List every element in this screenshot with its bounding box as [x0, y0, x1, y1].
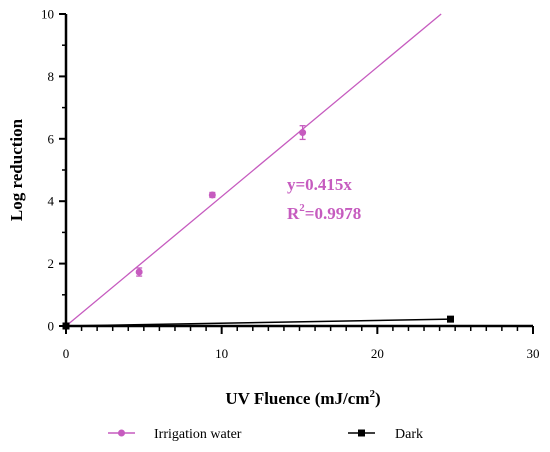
axes: 0 2 4 6 8 10 0 10 20 30 [41, 7, 540, 362]
fit-line [65, 13, 442, 327]
y-tick-label: 8 [48, 69, 55, 84]
data-point [446, 315, 454, 323]
x-tick-label: 30 [527, 346, 540, 361]
series-irrigation-water [62, 13, 442, 330]
x-axis-title: UV Fluence (mJ/cm2) [225, 388, 380, 408]
legend-item-irrigation-water: Irrigation water [108, 427, 242, 442]
data-point [299, 129, 307, 137]
plot-area [62, 13, 454, 330]
series-dark [62, 315, 454, 330]
legend-label-dark: Dark [395, 427, 423, 442]
x-tick-label: 10 [215, 346, 228, 361]
legend-item-dark: Dark [348, 427, 423, 442]
legend-marker-irrigation-water [118, 429, 125, 437]
x-axis-title-end: ) [375, 389, 381, 408]
y-tick-label: 2 [48, 256, 55, 271]
r-squared-annotation-sup: 2 [299, 202, 305, 214]
legend-marker-dark [358, 429, 365, 437]
y-tick-label: 10 [41, 7, 54, 22]
legend: Irrigation water Dark [108, 427, 423, 442]
r-squared-annotation: R2=0.9978 [287, 202, 361, 223]
y-tick-label: 6 [48, 131, 55, 146]
x-axis-title-main: UV Fluence (mJ/cm [225, 389, 369, 408]
r-squared-annotation-pre: R [287, 204, 300, 223]
data-point [208, 191, 216, 199]
x-tick-label: 0 [63, 346, 70, 361]
r-squared-annotation-post: =0.9978 [305, 204, 361, 223]
legend-label-irrigation-water: Irrigation water [154, 427, 242, 442]
y-tick-label: 4 [48, 194, 55, 209]
data-point [135, 268, 143, 276]
x-tick-label: 20 [371, 346, 384, 361]
x-axis-title-sup: 2 [369, 388, 375, 400]
y-axis-title: Log reduction [7, 118, 26, 221]
fit-equation-annotation: y=0.415x [287, 175, 352, 194]
y-tick-label: 0 [48, 319, 55, 334]
